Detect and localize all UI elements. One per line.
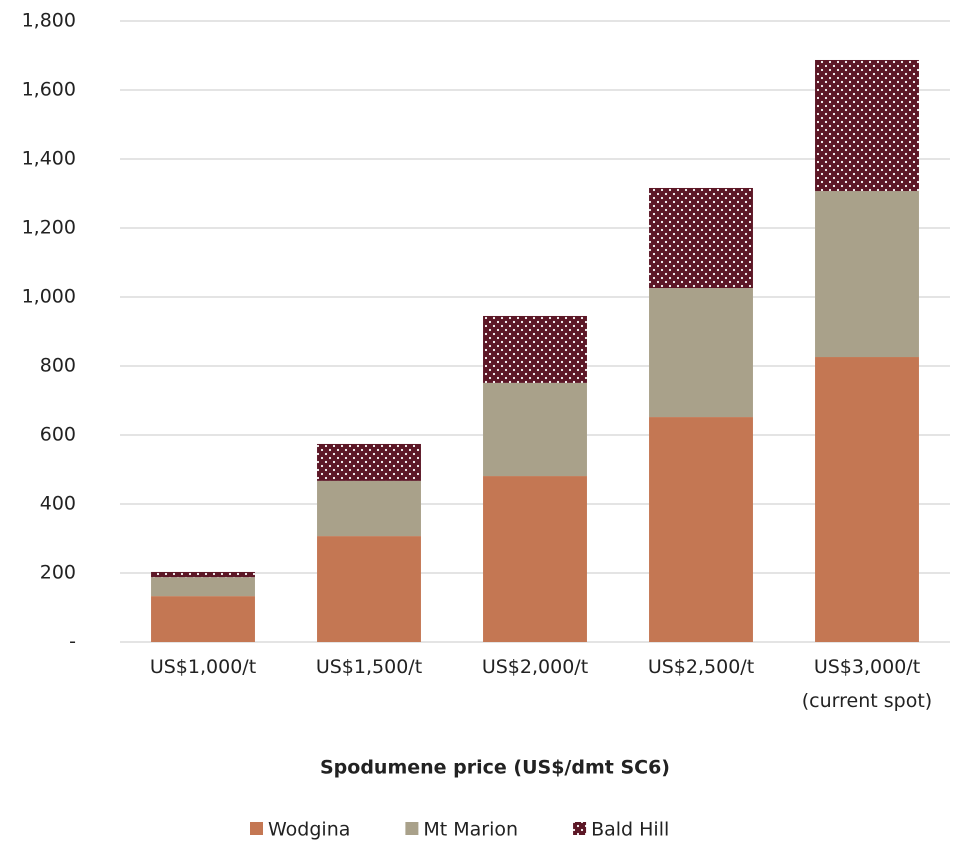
bar-segment <box>649 417 753 642</box>
legend-label: Mt Marion <box>423 819 518 841</box>
x-tick-label: US$2,000/t <box>481 656 589 678</box>
y-tick-label: 800 <box>40 355 76 377</box>
y-tick-label: 1,000 <box>22 286 76 308</box>
bar-segment <box>649 288 753 418</box>
bar-segment <box>815 357 919 642</box>
bar-segment <box>151 596 255 642</box>
y-tick-label: 1,200 <box>22 217 76 239</box>
y-tick-label: 1,800 <box>22 10 76 32</box>
bar-segment <box>815 191 919 358</box>
bar-segment <box>317 443 421 481</box>
legend-swatch <box>405 822 419 835</box>
bar-segment <box>151 571 255 578</box>
y-tick-label: 1,600 <box>22 79 76 101</box>
x-tick-label: US$3,000/t (current spot) <box>801 656 933 712</box>
bar-segment <box>483 382 587 477</box>
y-tick-label: - <box>69 631 76 653</box>
y-tick-label: 200 <box>40 562 76 584</box>
bar-segment <box>483 315 587 383</box>
x-tick-label: US$2,500/t <box>647 656 755 678</box>
y-tick-label: 600 <box>40 424 76 446</box>
bar-segment <box>317 536 421 642</box>
bar-segment <box>815 59 919 192</box>
legend-swatch <box>573 822 587 835</box>
bar-segment <box>151 577 255 597</box>
bar-segment <box>649 187 753 289</box>
legend-label: Wodgina <box>268 819 350 841</box>
x-tick-label: US$1,000/t <box>149 656 257 678</box>
y-tick-label: 400 <box>40 493 76 515</box>
x-tick-label: US$1,500/t <box>315 656 423 678</box>
legend-swatch <box>250 822 263 835</box>
legend-label: Bald Hill <box>591 819 669 841</box>
bar-segment <box>317 480 421 537</box>
bar-segment <box>483 476 587 642</box>
y-tick-label: 1,400 <box>22 148 76 170</box>
x-axis-title: Spodumene price (US$/dmt SC6) <box>320 757 670 779</box>
